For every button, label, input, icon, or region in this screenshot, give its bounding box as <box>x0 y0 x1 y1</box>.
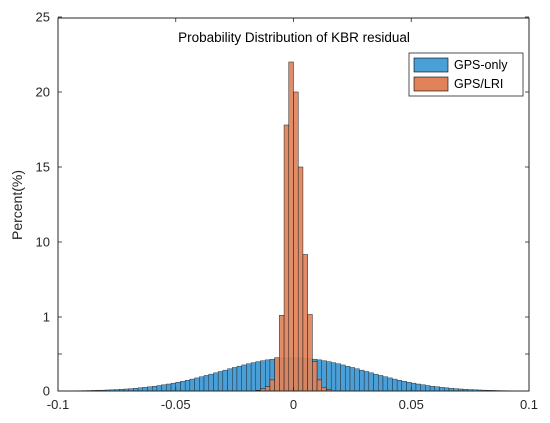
bar-gps-only <box>363 371 370 392</box>
bar-gps-only <box>434 386 440 392</box>
bar-gps-only <box>241 364 247 392</box>
bar-gps-only <box>151 385 158 392</box>
bar-gps-only <box>373 373 379 392</box>
bar-gps-only <box>340 364 346 392</box>
bar-gps-only <box>232 367 238 392</box>
bar-gps-lri <box>312 361 318 392</box>
bar-gps-only <box>345 365 351 392</box>
bar-gps-only <box>208 373 214 392</box>
legend-swatch-gps-lri <box>413 76 449 92</box>
bar-gps-only <box>175 382 181 392</box>
bar-gps-only <box>189 378 195 392</box>
y-tick-label: 10 <box>36 235 50 250</box>
x-tick-label: 0 <box>290 397 297 412</box>
x-tick-label: 0.1 <box>520 397 538 412</box>
x-tick-label: 0.05 <box>399 397 424 412</box>
bar-gps-lri <box>316 379 323 392</box>
bar-gps-only <box>396 379 403 392</box>
bar-gps-lri <box>283 124 290 392</box>
bar-gps-lri <box>302 254 308 392</box>
y-axis-label: Percent(%) <box>9 170 25 240</box>
bar-gps-only <box>170 382 176 392</box>
bar-gps-only <box>194 377 200 392</box>
y-tick-label: 0 <box>43 384 50 399</box>
bar-gps-lri <box>321 387 327 392</box>
x-tick-label: -0.1 <box>47 397 69 412</box>
bar-gps-only <box>429 385 435 392</box>
bar-gps-only <box>260 360 266 392</box>
bar-gps-only <box>330 362 337 392</box>
bar-gps-only <box>359 369 365 392</box>
bar-gps-only <box>199 376 205 392</box>
bar-gps-only <box>213 372 219 392</box>
bar-gps-only <box>392 378 398 392</box>
legend-label-gps-lri: GPS/LRI <box>454 77 503 91</box>
legend-swatch-gps-only <box>413 57 449 73</box>
legend-label-gps-only: GPS-only <box>454 58 508 72</box>
bar-gps-only <box>246 363 252 392</box>
bar-gps-only <box>142 387 148 392</box>
bar-gps-only <box>354 368 360 392</box>
bar-gps-only <box>420 384 426 392</box>
x-axis: -0.1 -0.05 0 0.05 0.1 <box>47 18 538 412</box>
bar-gps-lri <box>297 166 304 392</box>
bar-gps-only <box>368 372 374 392</box>
bar-gps-only <box>156 385 162 392</box>
bar-gps-lri <box>279 315 285 392</box>
bar-gps-only <box>415 383 421 392</box>
bar-gps-only <box>378 375 384 392</box>
bar-gps-only <box>406 382 412 392</box>
bar-gps-lri <box>288 61 294 392</box>
x-tick-label: -0.05 <box>161 397 191 412</box>
chart-title: Probability Distribution of KBR residual <box>178 30 410 45</box>
bar-gps-only <box>236 365 242 392</box>
legend: GPS-only GPS/LRI <box>408 52 524 97</box>
bar-gps-only <box>411 382 417 392</box>
bar-gps-only <box>425 385 431 392</box>
bar-gps-only <box>382 376 388 392</box>
bar-gps-only <box>321 360 327 392</box>
bar-gps-only <box>349 367 355 392</box>
y-tick-label: 1 <box>43 310 50 325</box>
bar-gps-lri <box>293 91 299 392</box>
bar-gps-lri <box>274 357 280 392</box>
bar-gps-only <box>184 379 191 392</box>
bar-gps-only <box>326 361 332 392</box>
y-tick-label: 20 <box>36 85 50 100</box>
bar-gps-only <box>180 381 186 392</box>
bar-gps-lri <box>269 379 275 392</box>
y-tick-label: 15 <box>36 160 50 175</box>
bar-gps-only <box>439 387 445 392</box>
bar-gps-only <box>161 384 167 392</box>
bar-gps-only <box>227 368 233 392</box>
bar-gps-only <box>217 371 224 392</box>
bar-gps-only <box>255 361 261 392</box>
bar-gps-only <box>387 377 393 392</box>
bar-gps-only <box>335 363 341 392</box>
bar-gps-only <box>166 383 172 392</box>
bar-gps-only <box>222 369 228 392</box>
bar-gps-only <box>203 375 209 392</box>
y-tick-label: 25 <box>36 10 50 25</box>
bar-gps-only <box>401 381 407 392</box>
y-axis: 0 1 10 15 20 25 <box>36 10 529 399</box>
bar-gps-lri <box>264 386 271 392</box>
bar-gps-lri <box>307 314 313 392</box>
bar-gps-only <box>147 386 153 392</box>
bar-gps-only <box>250 362 257 392</box>
